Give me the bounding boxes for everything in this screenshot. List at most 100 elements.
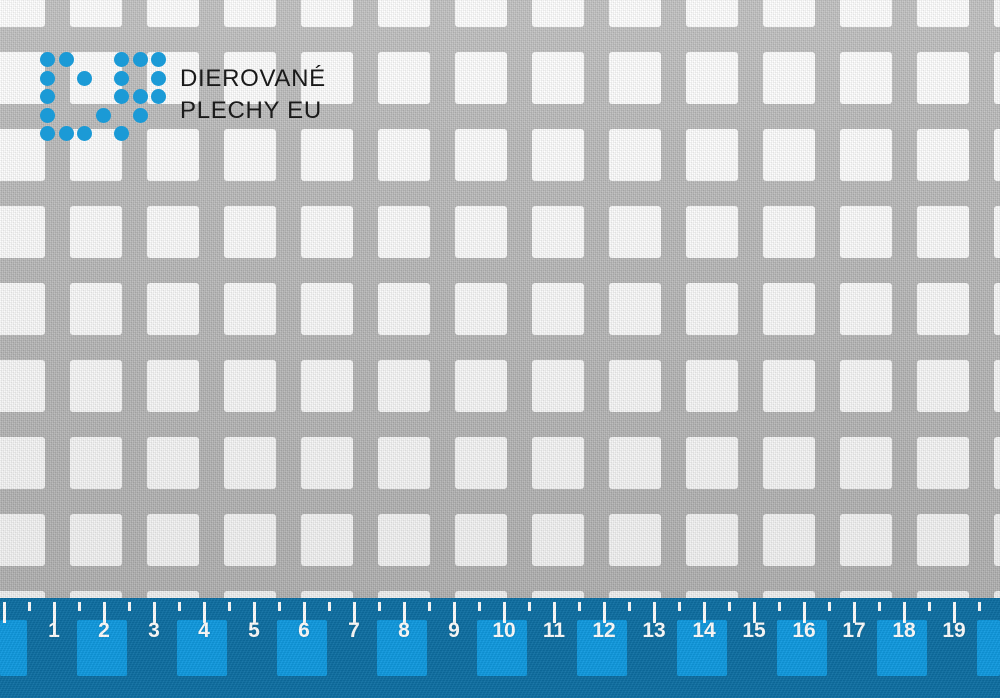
- perforation-hole: [378, 514, 430, 566]
- ruler-tick-minor: [978, 602, 981, 611]
- ruler-number: 10: [492, 619, 516, 642]
- perforation-hole: [840, 206, 892, 258]
- perforation-hole: [609, 360, 661, 412]
- perforation-hole: [0, 360, 45, 412]
- perforation-hole: [917, 0, 969, 27]
- logo-dot: [114, 126, 129, 141]
- perforation-hole: [840, 514, 892, 566]
- perforation-hole: [0, 591, 45, 600]
- logo-dot: [151, 89, 166, 104]
- perforation-hole: [840, 360, 892, 412]
- perforation-hole: [455, 283, 507, 335]
- perforation-hole: [686, 129, 738, 181]
- ruler-number: 7: [348, 619, 360, 642]
- perforation-hole: [378, 283, 430, 335]
- perforation-hole: [455, 360, 507, 412]
- perforation-hole: [994, 206, 1000, 258]
- ruler-block: [376, 620, 427, 676]
- ruler-tick-major: [703, 602, 706, 623]
- perforation-hole: [70, 437, 122, 489]
- perforation-hole: [763, 52, 815, 104]
- brand-line-1: DIEROVANÉ: [180, 65, 326, 93]
- perforation-hole: [301, 591, 353, 600]
- brand-logo: DIEROVANÉ PLECHY EU: [40, 52, 326, 141]
- perforation-hole: [147, 129, 199, 181]
- perforation-hole: [70, 0, 122, 27]
- ruler-tick-major: [103, 602, 106, 623]
- ruler-number: 14: [692, 619, 716, 642]
- ruler-tick-major: [453, 602, 456, 623]
- perforation-hole: [224, 437, 276, 489]
- perforation-hole: [224, 206, 276, 258]
- ruler-tick-major: [353, 602, 356, 623]
- perforation-hole: [917, 283, 969, 335]
- perforation-hole: [840, 129, 892, 181]
- perforation-hole: [70, 360, 122, 412]
- logo-dot: [132, 107, 148, 123]
- perforation-hole: [763, 591, 815, 600]
- logo-dot: [77, 126, 92, 141]
- ruler-tick-minor: [78, 602, 81, 611]
- perforation-hole: [763, 129, 815, 181]
- logo-dot: [114, 89, 129, 104]
- ruler-block: [676, 620, 727, 676]
- perforation-hole: [224, 514, 276, 566]
- perforation-hole: [917, 514, 969, 566]
- perforation-hole: [609, 129, 661, 181]
- perforation-hole: [147, 0, 199, 27]
- perforation-hole: [917, 206, 969, 258]
- perforation-hole: [609, 206, 661, 258]
- logo-dot: [114, 70, 129, 86]
- perforation-hole: [994, 52, 1000, 104]
- ruler-number: 15: [742, 619, 766, 642]
- perforation-hole: [378, 206, 430, 258]
- ruler-tick-minor: [928, 602, 931, 611]
- perforation-hole: [763, 360, 815, 412]
- ruler-tick-minor: [328, 602, 331, 611]
- ruler-block: [276, 620, 327, 676]
- ruler-tick-major: [203, 602, 206, 623]
- ruler-tick-major: [553, 602, 556, 623]
- ruler-number: 12: [592, 619, 616, 642]
- perforation-hole: [686, 0, 738, 27]
- perforation-hole: [378, 129, 430, 181]
- perforation-hole: [0, 206, 45, 258]
- ruler-tick-major: [603, 602, 606, 623]
- ruler-tick-minor: [578, 602, 581, 611]
- perforation-hole: [763, 206, 815, 258]
- perforation-hole: [917, 129, 969, 181]
- ruler-number: 9: [448, 619, 460, 642]
- perforation-hole: [0, 52, 45, 104]
- perforation-hole: [532, 514, 584, 566]
- perforation-hole: [609, 52, 661, 104]
- logo-dot: [114, 52, 129, 67]
- ruler-tick-minor: [478, 602, 481, 611]
- perforation-hole: [455, 437, 507, 489]
- ruler-tick-minor: [678, 602, 681, 611]
- perforation-hole: [686, 206, 738, 258]
- perforation-hole: [686, 514, 738, 566]
- ruler-tick-minor: [778, 602, 781, 611]
- perforation-hole: [532, 206, 584, 258]
- perforation-hole: [378, 437, 430, 489]
- ruler-number: 8: [398, 619, 410, 642]
- ruler-block: [476, 620, 527, 676]
- ruler-block: [576, 620, 627, 676]
- dp-dot-matrix-logo-icon: [40, 52, 166, 141]
- perforation-hole: [686, 360, 738, 412]
- perforation-hole: [301, 0, 353, 27]
- ruler-tick-minor: [28, 602, 31, 611]
- ruler-tick-major: [903, 602, 906, 623]
- ruler-tick-major: [153, 602, 156, 623]
- perforation-hole: [532, 591, 584, 600]
- ruler-tick-major: [403, 602, 406, 623]
- perforation-hole: [301, 129, 353, 181]
- perforation-hole: [378, 591, 430, 600]
- brand-logo-text: DIEROVANÉ PLECHY EU: [180, 63, 326, 125]
- perforation-hole: [224, 591, 276, 600]
- ruler-number: 2: [98, 619, 110, 642]
- perforation-hole: [301, 437, 353, 489]
- ruler-number: 17: [842, 619, 866, 642]
